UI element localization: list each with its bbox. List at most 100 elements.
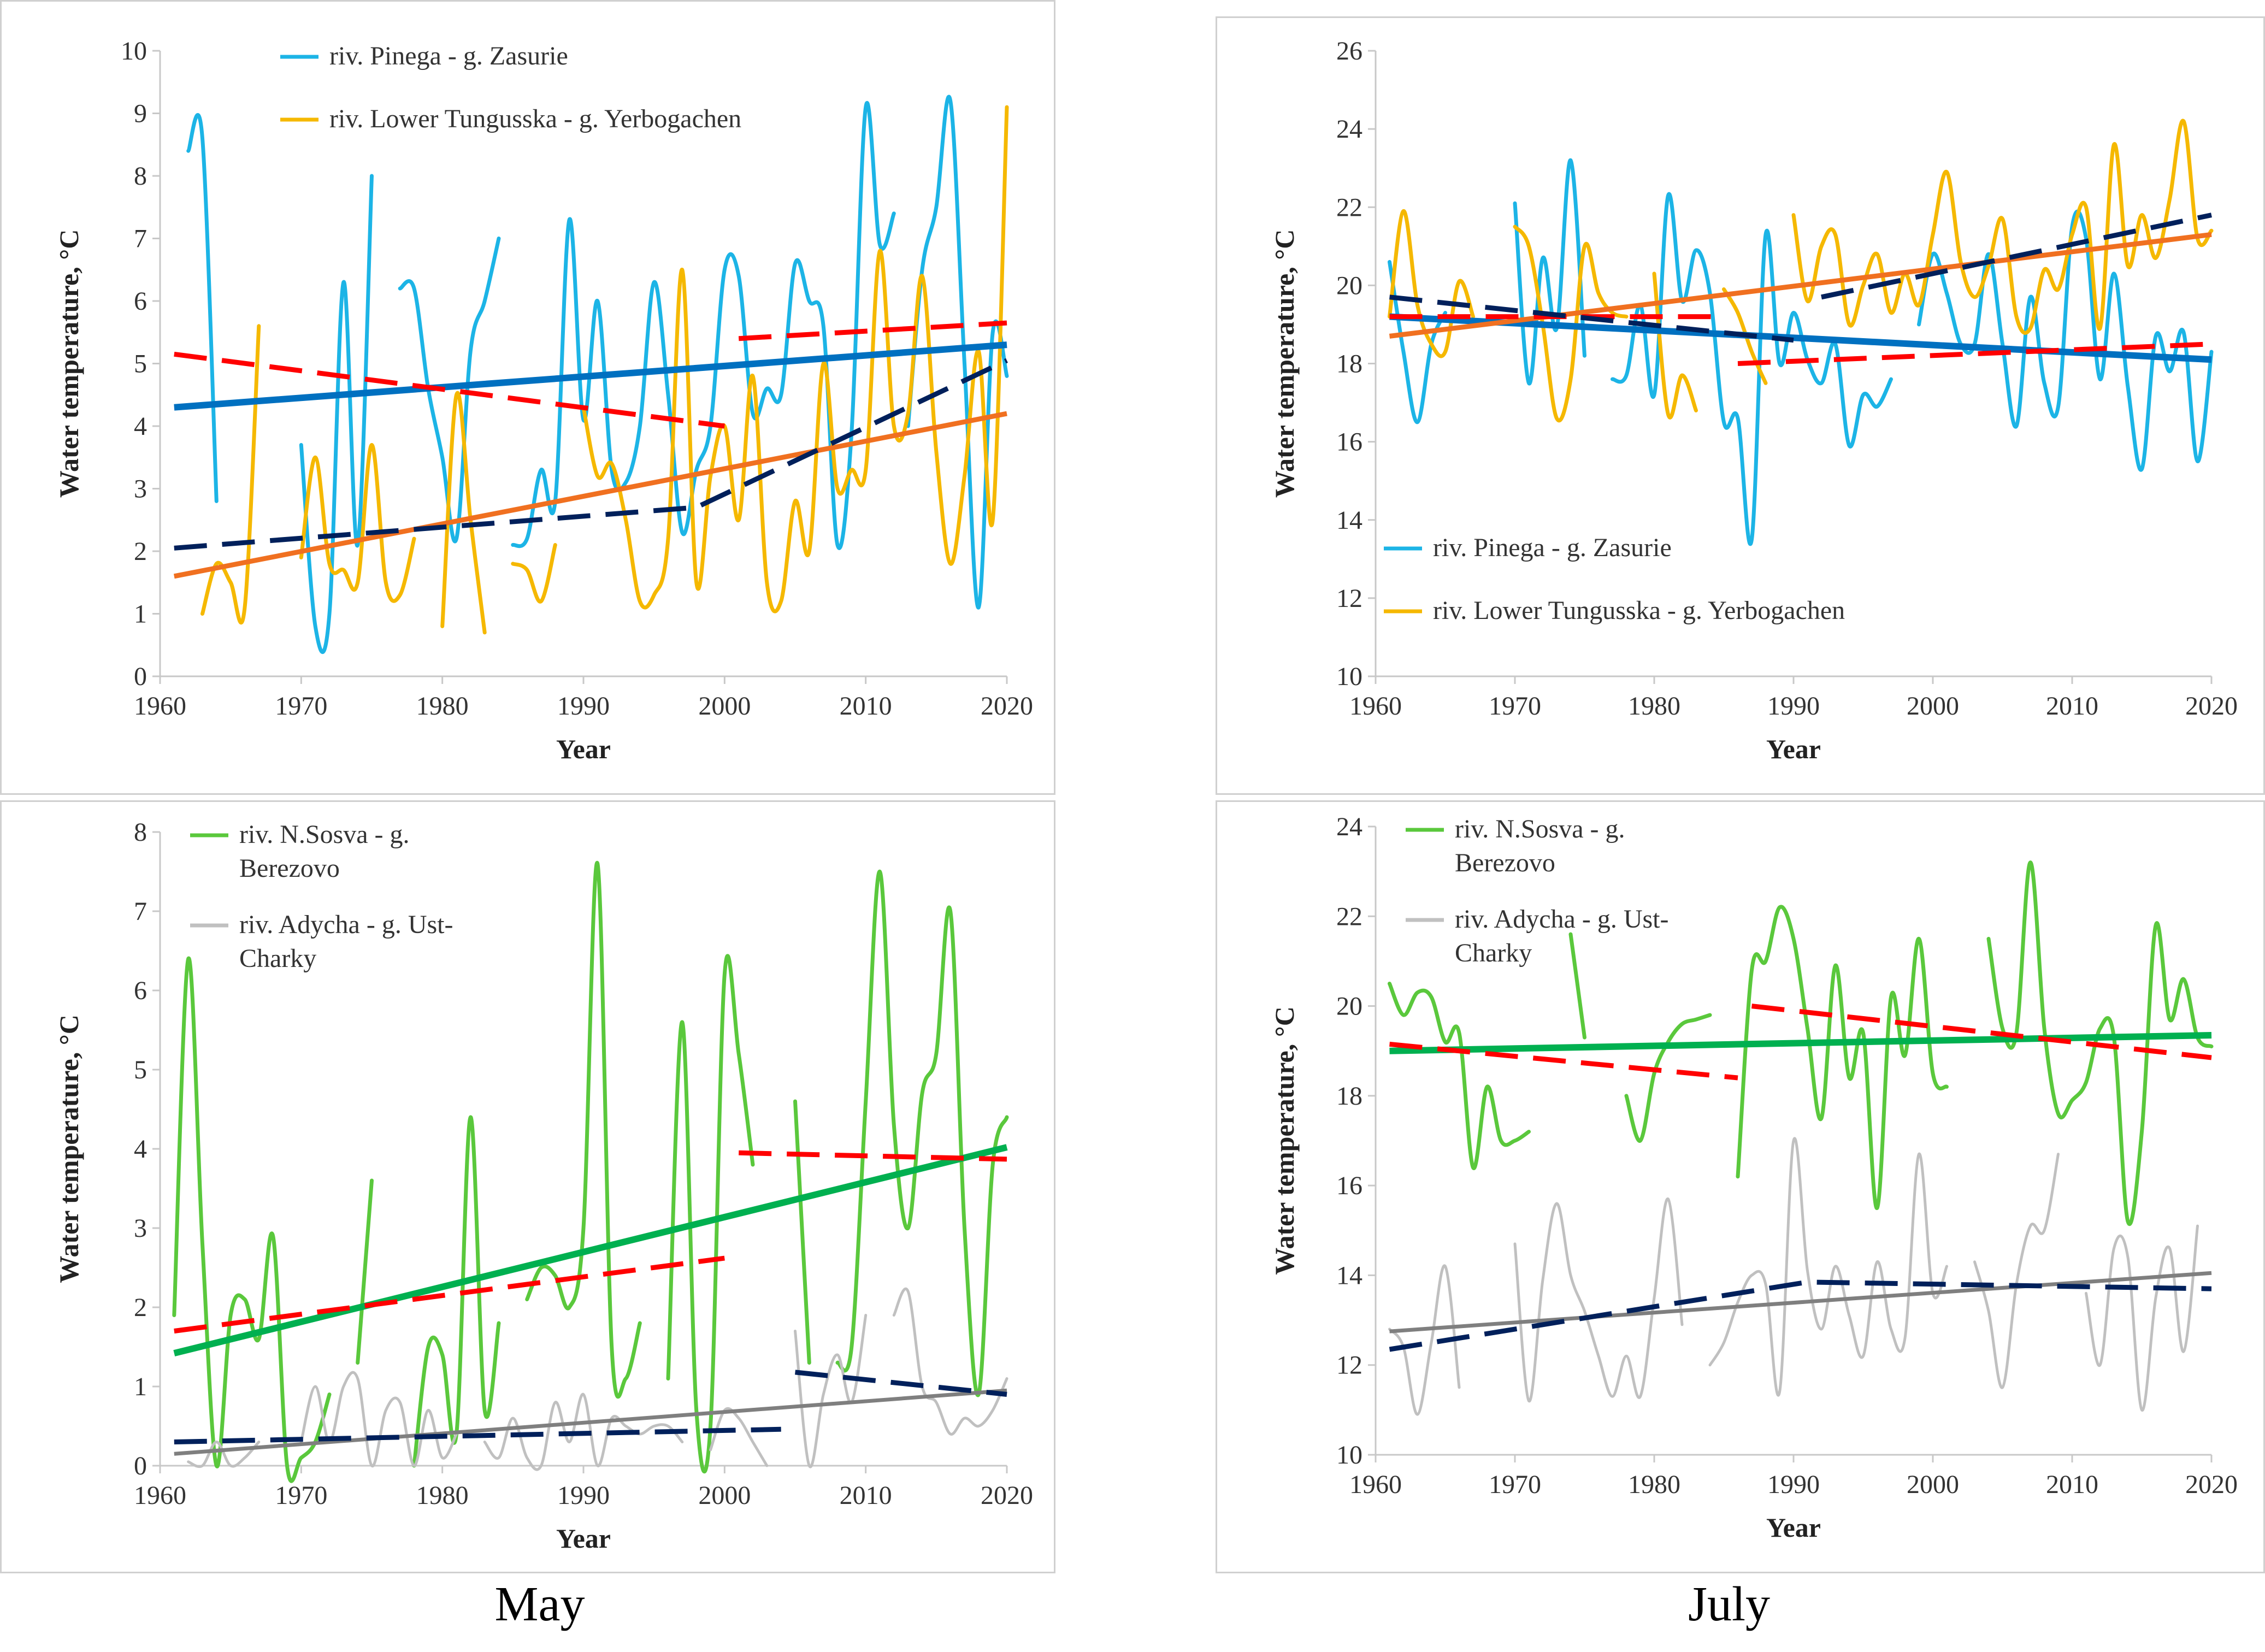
x-tick-label: 1990 — [557, 692, 610, 721]
y-tick-label: 1 — [134, 1372, 147, 1401]
series-line-1-segment — [299, 174, 374, 654]
x-tick-label: 1970 — [275, 692, 327, 721]
chart-july-bottom: 10 12 14 16 18 20 22 24 1960 1970 1980 1990 2000 2010… — [1269, 812, 2238, 1543]
legend-label-line2: Berezovo — [1455, 848, 1555, 877]
y-tick-label: 4 — [134, 412, 147, 441]
y-tick-label: 24 — [1336, 812, 1362, 841]
x-tick-label: 1990 — [1767, 692, 1820, 721]
x-tick-label: 1980 — [416, 692, 469, 721]
y-tick-label: 20 — [1336, 271, 1362, 300]
dashed-trend-line — [1389, 1279, 2212, 1352]
legend-label-line2: Charky — [1455, 939, 1532, 967]
series-line-2-segment — [581, 105, 1009, 613]
series-line-1-segment — [172, 956, 332, 1483]
series-line-2-segment — [511, 543, 557, 604]
series-line-1-segment — [1513, 158, 1586, 386]
series-line-2-segment — [299, 442, 416, 603]
x-tick-label: 1990 — [557, 1481, 610, 1510]
x-tick-label: 1970 — [1489, 1470, 1541, 1499]
chart-panel-may-top: 0 1 2 3 4 5 6 7 8 9 10 1960 1970 1980 1990 2000 2010 2020… — [0, 0, 1055, 795]
y-tick-label: 1 — [134, 600, 147, 629]
caption-may: May — [494, 1577, 585, 1631]
y-tick-label: 8 — [134, 162, 147, 191]
x-tick-label: 1980 — [1628, 1470, 1680, 1499]
y-tick-label: 10 — [121, 37, 147, 66]
legend-label: riv. Pinega - g. Zasurie — [329, 42, 568, 70]
series-line-1-segment — [1986, 860, 2214, 1226]
x-axis-title: Year — [556, 734, 611, 764]
linear-trend-line — [173, 411, 1007, 579]
linear-trend-line — [1389, 313, 2212, 363]
x-tick-label: 2020 — [981, 692, 1033, 721]
legend-label: riv. Adycha - g. Ust- — [1455, 905, 1668, 934]
y-tick-label: 6 — [134, 976, 147, 1005]
x-tick-label: 2020 — [981, 1481, 1033, 1510]
dashed-trend-line — [174, 358, 1008, 551]
y-tick-label: 5 — [134, 350, 147, 379]
dashed-trend-line — [174, 1426, 781, 1444]
x-tick-label: 1990 — [1767, 1470, 1820, 1499]
dashed-trend-line — [174, 351, 725, 429]
x-tick-label: 1960 — [1349, 692, 1402, 721]
caption-july: July — [1688, 1577, 1771, 1631]
y-tick-label: 26 — [1336, 37, 1362, 66]
series-line-1-segment — [412, 1115, 501, 1468]
legend-label-line2: Berezovo — [239, 854, 340, 883]
y-tick-label: 9 — [134, 99, 147, 128]
y-axis-title: Water temperature, °C — [1269, 1006, 1300, 1275]
y-tick-label: 4 — [134, 1135, 147, 1164]
series-line-2-segment — [440, 391, 487, 635]
y-tick-label: 10 — [1336, 662, 1362, 691]
x-tick-label: 2000 — [1907, 1470, 1959, 1499]
linear-trend-line — [174, 341, 1007, 411]
y-tick-label: 12 — [1336, 584, 1362, 613]
x-axis-title: Year — [1766, 734, 1821, 764]
series-line-1-segment — [1611, 192, 1893, 546]
chart-may-top: 0 1 2 3 4 5 6 7 8 9 10 1960 1970 1980 1990 2000 2010 2020… — [54, 37, 1033, 764]
series-line-2-segment — [709, 1407, 769, 1467]
series-line-1-segment — [1736, 905, 1949, 1210]
series-line-2-segment — [892, 1288, 1008, 1436]
y-tick-label: 18 — [1336, 1082, 1362, 1111]
series-line-1-segment — [1568, 932, 1586, 1040]
y-tick-label: 24 — [1336, 115, 1362, 144]
dashed-trend-line — [738, 320, 1007, 341]
y-tick-label: 10 — [1336, 1441, 1362, 1470]
y-tick-label: 20 — [1336, 992, 1362, 1021]
series-line-2-segment — [1973, 1153, 2060, 1389]
y-tick-label: 7 — [134, 225, 147, 253]
dashed-trend-line — [1737, 341, 2212, 366]
x-tick-label: 1980 — [416, 1481, 469, 1510]
x-tick-label: 2010 — [2046, 1470, 2098, 1499]
series-line-1-segment — [793, 1099, 811, 1365]
x-tick-label: 1960 — [134, 692, 186, 721]
x-axis-title: Year — [1766, 1512, 1821, 1543]
series-line-1-segment — [398, 237, 501, 544]
series-line-1-segment — [1388, 259, 1447, 424]
legend-label: riv. Lower Tungusska - g. Yerbogachen — [1433, 596, 1845, 625]
series-line-1-segment — [525, 860, 642, 1399]
y-tick-label: 22 — [1336, 902, 1362, 931]
dashed-trend-line — [1389, 294, 1794, 343]
x-tick-label: 1970 — [1489, 692, 1541, 721]
legend-label: riv. Adycha - g. Ust- — [239, 910, 453, 939]
x-tick-label: 2010 — [2046, 692, 2098, 721]
chart-panel-may-bottom: 0 1 2 3 4 5 6 7 8 1960 1970 1980 1990 2000 2010 2020 Yea… — [0, 800, 1055, 1573]
legend-label: riv. Pinega - g. Zasurie — [1433, 533, 1672, 562]
x-tick-label: 1960 — [1349, 1470, 1402, 1499]
x-tick-label: 2020 — [2185, 1470, 2238, 1499]
x-tick-label: 2000 — [698, 1481, 751, 1510]
series-line-1-segment — [1917, 209, 2214, 472]
series-line-1-segment — [511, 101, 896, 550]
y-tick-label: 16 — [1336, 428, 1362, 457]
y-axis-title: Water temperature, °C — [54, 229, 84, 498]
dashed-trend-line — [174, 1255, 725, 1334]
y-tick-label: 3 — [134, 1214, 147, 1243]
series-line-2-segment — [1722, 287, 1768, 385]
y-tick-label: 3 — [134, 475, 147, 504]
series-line-1-segment — [1624, 1013, 1712, 1143]
x-tick-label: 1980 — [1628, 692, 1680, 721]
dashed-trend-line — [1821, 213, 2212, 300]
series-line-1-segment — [1388, 982, 1531, 1170]
y-tick-label: 0 — [134, 662, 147, 691]
